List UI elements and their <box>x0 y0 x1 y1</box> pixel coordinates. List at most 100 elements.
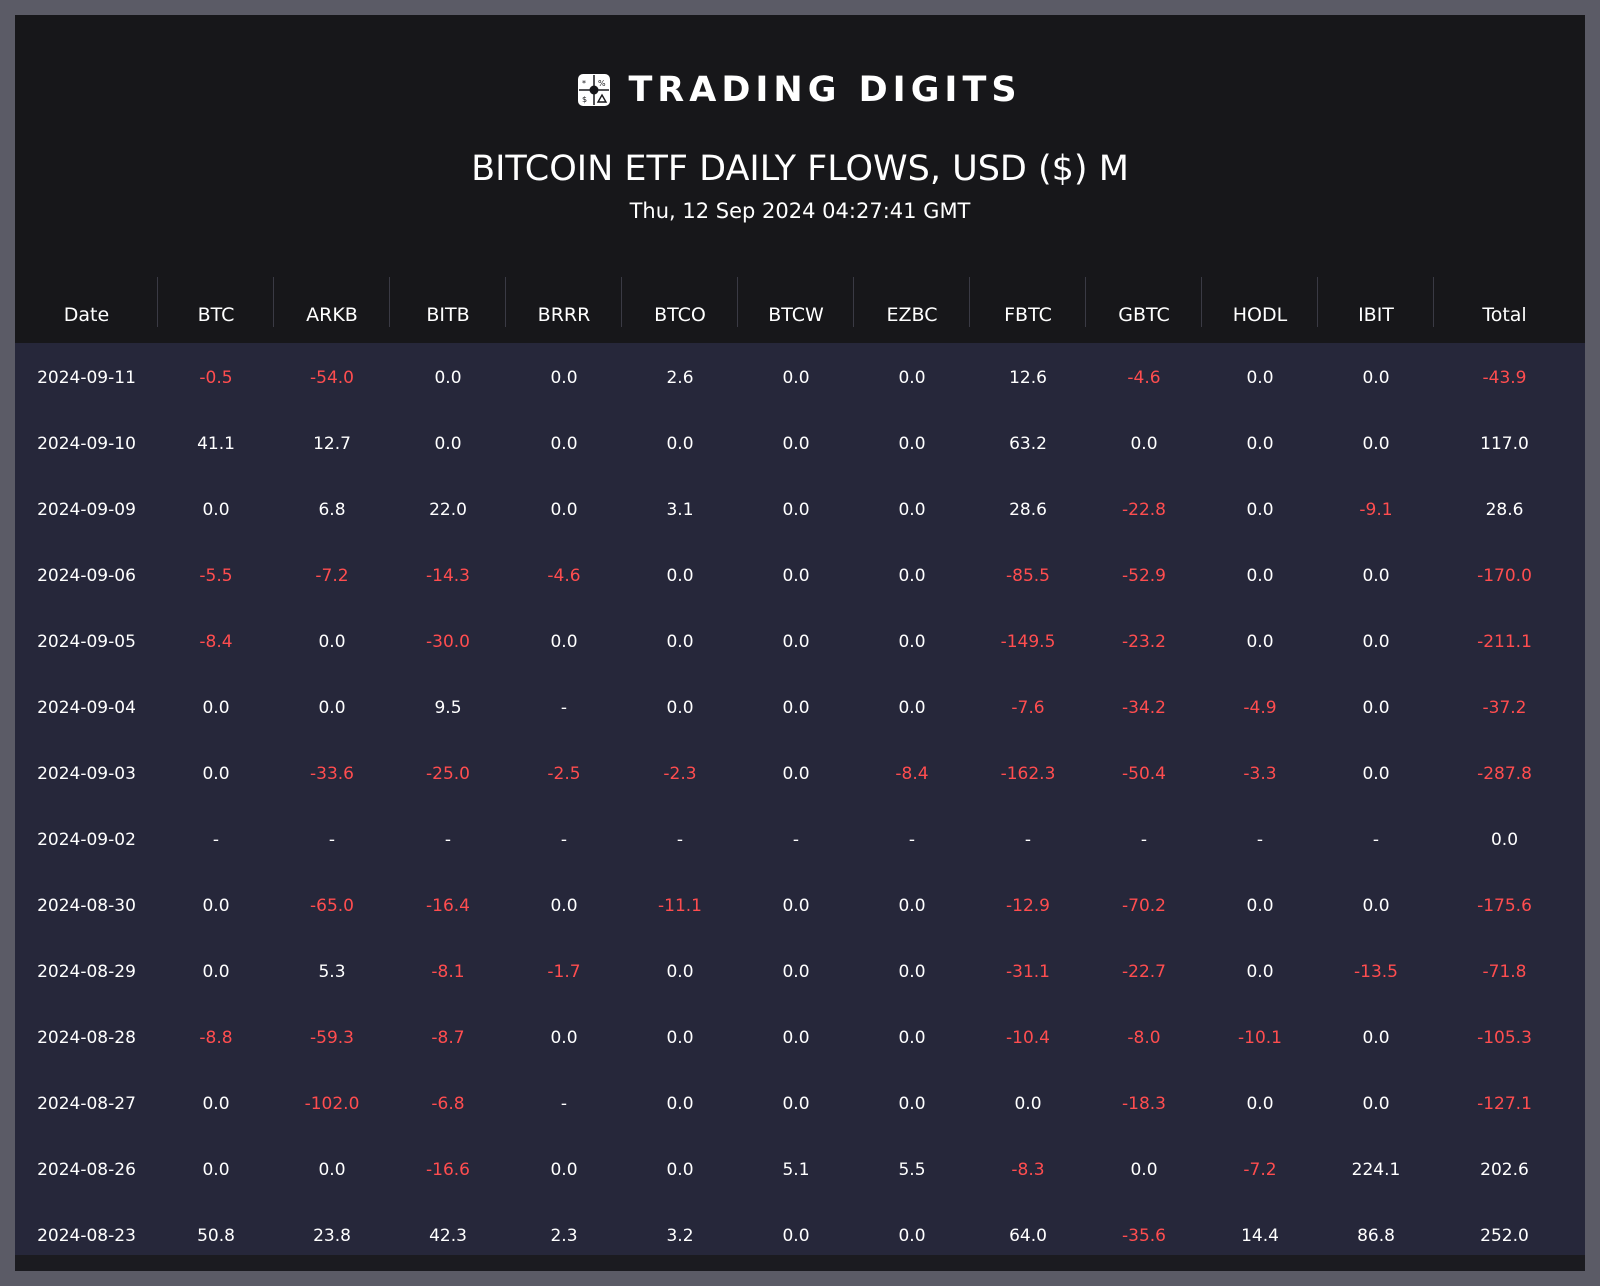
flow-cell-ibit: 0.0 <box>1362 1094 1390 1114</box>
date-cell: 2024-08-26 <box>37 1160 136 1180</box>
flow-cell-hodl: 0.0 <box>1246 1094 1274 1114</box>
flow-cell-bitb: 42.3 <box>429 1226 467 1246</box>
flow-cell-arkb: -102.0 <box>304 1094 360 1114</box>
flow-cell-btc: 0.0 <box>202 1094 230 1114</box>
flow-cell-btc: 0.0 <box>202 500 230 520</box>
table-header: Date BTC ARKB BITB BRRR BTCO BTCW EZBC FBTC GBTC H… <box>15 271 1585 343</box>
table-row: 2024-09-11 -0.5 -54.0 0.0 0.0 2.6 0.0 0.0 12.6 -4… <box>15 345 1585 411</box>
report-frame: * % $ TRADING DIGITS BITCOIN ETF DAILY F… <box>15 15 1585 1271</box>
flow-cell-fbtc: 0.0 <box>1014 1094 1042 1114</box>
flow-cell-arkb: 0.0 <box>318 698 346 718</box>
flow-cell-bitb: -8.7 <box>431 1028 465 1048</box>
column-header-fbtc: FBTC <box>970 271 1086 343</box>
flow-cell-brrr: 0.0 <box>550 896 578 916</box>
flow-cell-btcw: 0.0 <box>782 434 810 454</box>
flow-cell-hodl: 0.0 <box>1246 566 1274 586</box>
flow-cell-ezbc: 0.0 <box>898 962 926 982</box>
flow-cell-bitb: -14.3 <box>426 566 470 586</box>
flow-cell-btcw: 0.0 <box>782 1028 810 1048</box>
flow-cell-total: 28.6 <box>1485 500 1524 520</box>
flow-cell-gbtc: -18.3 <box>1122 1094 1166 1114</box>
date-cell: 2024-09-04 <box>37 698 136 718</box>
flow-cell-hodl: 0.0 <box>1246 434 1274 454</box>
flow-cell-gbtc: -23.2 <box>1122 632 1166 652</box>
date-cell: 2024-09-05 <box>37 632 136 652</box>
flow-cell-hodl: 0.0 <box>1246 896 1274 916</box>
flow-cell-btco: 0.0 <box>666 1094 694 1114</box>
flow-cell-total: 117.0 <box>1480 434 1529 454</box>
flow-cell-bitb: 22.0 <box>429 500 467 520</box>
flow-cell-bitb: 0.0 <box>434 368 462 388</box>
flow-cell-total: -37.2 <box>1482 698 1527 718</box>
flow-cell-arkb: - <box>328 830 336 850</box>
flow-cell-fbtc: -31.1 <box>1006 962 1050 982</box>
date-cell: 2024-08-23 <box>37 1226 136 1246</box>
flow-cell-hodl: -3.3 <box>1243 764 1277 784</box>
flow-cell-arkb: 0.0 <box>318 1160 346 1180</box>
table-row: 2024-09-05 -8.4 0.0 -30.0 0.0 0.0 0.0 0.0 -149.5… <box>15 609 1585 675</box>
timestamp: Thu, 12 Sep 2024 04:27:41 GMT <box>629 199 971 223</box>
flow-cell-bitb: -30.0 <box>426 632 470 652</box>
flow-cell-ibit: 0.0 <box>1362 1028 1390 1048</box>
flow-cell-btco: -2.3 <box>663 764 697 784</box>
table-row: 2024-08-27 0.0 -102.0 -6.8 - 0.0 0.0 0.0 0.0 -18.… <box>15 1071 1585 1137</box>
flow-cell-ezbc: 0.0 <box>898 566 926 586</box>
flow-cell-gbtc: -50.4 <box>1122 764 1166 784</box>
column-header-ezbc: EZBC <box>854 271 970 343</box>
flow-cell-hodl: -7.2 <box>1243 1160 1277 1180</box>
flow-cell-ibit: 0.0 <box>1362 632 1390 652</box>
flow-cell-arkb: -65.0 <box>310 896 354 916</box>
flow-cell-total: -71.8 <box>1482 962 1527 982</box>
date-cell: 2024-08-27 <box>37 1094 136 1114</box>
flow-cell-ibit: - <box>1372 830 1380 850</box>
column-header-bitb: BITB <box>390 271 506 343</box>
flow-cell-btc: - <box>212 830 220 850</box>
flow-cell-ibit: 0.0 <box>1362 698 1390 718</box>
flow-cell-brrr: - <box>560 830 568 850</box>
flow-cell-hodl: 0.0 <box>1246 632 1274 652</box>
column-header-total: Total <box>1482 304 1527 326</box>
flow-cell-arkb: -59.3 <box>310 1028 354 1048</box>
flow-cell-brrr: 0.0 <box>550 500 578 520</box>
flow-cell-bitb: -16.4 <box>426 896 470 916</box>
flow-cell-btco: 0.0 <box>666 434 694 454</box>
flow-cell-fbtc: - <box>1024 830 1032 850</box>
flow-cell-btcw: 0.0 <box>782 962 810 982</box>
flow-cell-brrr: - <box>560 1094 568 1114</box>
flow-cell-btc: 0.0 <box>202 896 230 916</box>
flow-cell-fbtc: -8.3 <box>1011 1160 1045 1180</box>
flow-cell-ibit: -13.5 <box>1354 962 1398 982</box>
flow-cell-brrr: 2.3 <box>550 1226 578 1246</box>
page-title: BITCOIN ETF DAILY FLOWS, USD ($) M <box>471 149 1129 189</box>
column-header-date: Date <box>15 271 158 343</box>
flow-cell-brrr: - <box>560 698 568 718</box>
flow-cell-ibit: 0.0 <box>1362 896 1390 916</box>
flow-cell-ezbc: -8.4 <box>895 764 929 784</box>
flow-cell-hodl: -10.1 <box>1238 1028 1282 1048</box>
flow-cell-btcw: 0.0 <box>782 500 810 520</box>
flow-cell-ezbc: 0.0 <box>898 500 926 520</box>
column-header-btc: BTC <box>158 271 274 343</box>
flow-cell-btco: 0.0 <box>666 962 694 982</box>
flow-cell-bitb: 9.5 <box>434 698 462 718</box>
flow-cell-total: 202.6 <box>1480 1160 1529 1180</box>
flow-cell-btco: 0.0 <box>666 1028 694 1048</box>
flow-cell-btc: -8.4 <box>199 632 233 652</box>
column-header-btcw: BTCW <box>738 271 854 343</box>
flow-cell-gbtc: 0.0 <box>1130 434 1158 454</box>
flow-cell-brrr: 0.0 <box>550 632 578 652</box>
flow-cell-ezbc: 0.0 <box>898 368 926 388</box>
flow-cell-fbtc: -149.5 <box>1000 632 1056 652</box>
flow-cell-btco: 3.2 <box>666 1226 694 1246</box>
flow-cell-fbtc: 64.0 <box>1009 1226 1047 1246</box>
flow-cell-btc: 50.8 <box>197 1226 235 1246</box>
flow-cell-btc: 41.1 <box>197 434 235 454</box>
flow-cell-gbtc: -22.8 <box>1122 500 1166 520</box>
flow-cell-btc: -5.5 <box>199 566 233 586</box>
flow-cell-btcw: 0.0 <box>782 698 810 718</box>
flow-cell-total: -105.3 <box>1477 1028 1532 1048</box>
flow-cell-total: -287.8 <box>1477 764 1532 784</box>
table-row: 2024-09-09 0.0 6.8 22.0 0.0 3.1 0.0 0.0 28.6 -22.… <box>15 477 1585 543</box>
flow-cell-btc: 0.0 <box>202 698 230 718</box>
table-row: 2024-09-02 - - - - - - - - - - - 0.0 <box>15 807 1585 873</box>
